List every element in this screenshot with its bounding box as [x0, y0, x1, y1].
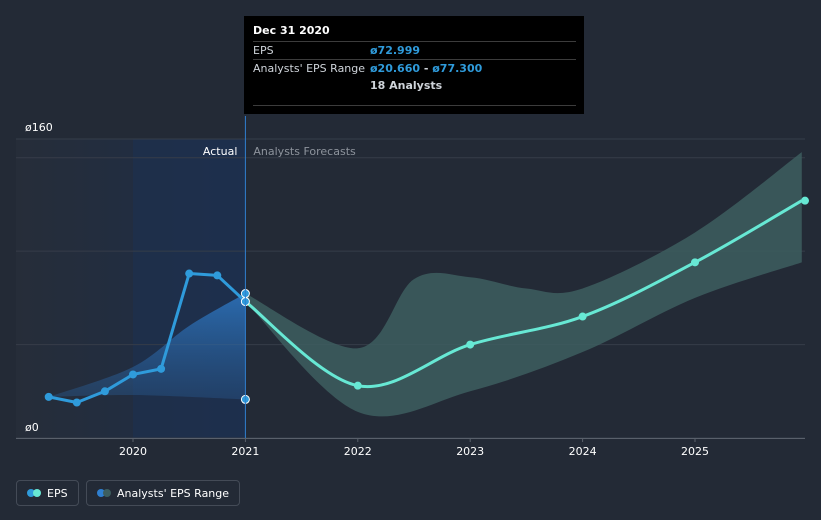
eps-point [185, 269, 194, 278]
tooltip: Dec 31 2020 EPS ø72.999 Analysts' EPS Ra… [244, 16, 584, 114]
eps-swatch-icon [27, 489, 41, 497]
eps-point [72, 398, 81, 407]
eps-point [44, 392, 53, 401]
tooltip-eps-row: EPS ø72.999 [253, 42, 576, 60]
tooltip-range-high: ø77.300 [432, 62, 483, 75]
eps-point [157, 364, 166, 373]
tooltip-range-label: Analysts' EPS Range [253, 62, 366, 75]
forecast-eps-range-area [245, 152, 802, 417]
tooltip-analysts-row: 18 Analysts [253, 77, 576, 94]
forecast-section-label: Analysts Forecasts [253, 145, 356, 158]
eps-forecast-point [801, 196, 809, 205]
legend-range-button[interactable]: Analysts' EPS Range [86, 480, 241, 506]
tooltip-eps-label: EPS [253, 44, 274, 57]
eps-forecast-point [466, 340, 475, 349]
y-tick-label: ø0 [25, 421, 39, 434]
actual-eps-range-area [48, 293, 246, 400]
eps-point [129, 370, 137, 379]
tooltip-range-sep: - [420, 62, 433, 75]
tooltip-analysts: 18 Analysts [370, 79, 443, 92]
tooltip-date: Dec 31 2020 [253, 24, 576, 42]
tooltip-range-row: Analysts' EPS Range ø20.660 - ø77.300 [253, 60, 576, 77]
actual-section-label: Actual [203, 145, 237, 158]
legend-range-label: Analysts' EPS Range [117, 486, 230, 500]
y-tick-label: ø160 [25, 121, 53, 134]
x-tick-label: 2024 [569, 445, 597, 458]
x-tick-label: 2021 [231, 445, 259, 458]
legend-eps-button[interactable]: EPS [16, 480, 79, 506]
legend-eps-label: EPS [47, 486, 68, 500]
eps-forecast-line [244, 199, 803, 389]
x-tick-label: 2023 [456, 445, 484, 458]
x-tick-label: 2025 [681, 445, 709, 458]
range-swatch-icon [97, 489, 111, 497]
eps-line [48, 272, 247, 404]
x-tick-label: 2022 [344, 445, 372, 458]
x-tick-label: 2020 [119, 445, 147, 458]
tooltip-range-low: ø20.660 [370, 62, 421, 75]
eps-forecast-point [691, 258, 699, 267]
eps-forecast-point [353, 381, 362, 390]
eps-forecast-point [578, 312, 587, 321]
eps-point [100, 387, 109, 396]
tooltip-eps-value: ø72.999 [370, 44, 421, 57]
eps-point [213, 271, 222, 280]
